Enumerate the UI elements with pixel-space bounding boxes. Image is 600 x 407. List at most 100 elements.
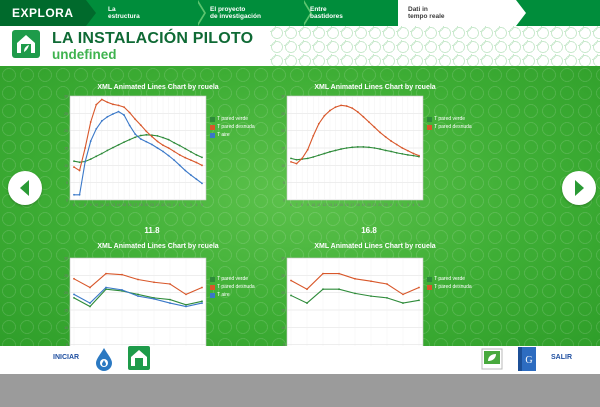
data-point <box>401 152 404 155</box>
legend-swatch <box>210 276 215 282</box>
explora-tab[interactable]: EXPLORA <box>0 0 86 26</box>
data-point <box>169 283 171 285</box>
data-point <box>162 144 164 147</box>
data-point <box>306 302 308 304</box>
data-point <box>105 288 107 291</box>
data-point <box>137 293 139 296</box>
legend-swatch <box>210 124 215 130</box>
data-point <box>306 288 308 291</box>
page-header <box>0 26 600 66</box>
y-tick-label: 5 <box>283 343 285 347</box>
legend-item: T aire <box>210 292 230 298</box>
data-point <box>418 299 420 302</box>
x-tick-label: 4 <box>412 203 414 207</box>
data-point <box>345 147 348 149</box>
nav-step-proyecto[interactable]: El proyecto de investigación <box>210 5 261 21</box>
nav-step-tiempo-real[interactable]: Dati in tempo reale <box>408 5 445 21</box>
data-point <box>373 147 376 149</box>
next-button[interactable] <box>562 171 596 205</box>
data-point <box>368 121 370 123</box>
house-nav-icon[interactable] <box>128 346 150 375</box>
y-tick-label: 20 <box>64 291 68 295</box>
y-tick-label: 5 <box>66 181 68 185</box>
water-drop-icon[interactable] <box>92 346 116 377</box>
data-point <box>370 280 372 283</box>
data-point <box>418 286 420 289</box>
data-point <box>412 154 415 157</box>
y-tick-label: 5 <box>283 181 285 185</box>
chevron-left-icon <box>20 180 29 196</box>
data-point <box>167 154 170 157</box>
data-point <box>329 109 331 112</box>
data-point <box>185 303 187 306</box>
data-point <box>201 164 203 167</box>
data-point <box>73 293 75 296</box>
data-point <box>128 124 131 127</box>
x-tick-label: 9 <box>90 203 92 207</box>
data-point <box>201 182 203 185</box>
y-tick-label: 10 <box>281 164 285 168</box>
data-point <box>184 156 187 159</box>
data-point <box>312 156 315 158</box>
data-point <box>162 150 164 153</box>
book-icon[interactable]: G <box>516 346 538 377</box>
y-tick-label: 20 <box>281 291 285 295</box>
legend-swatch <box>427 276 432 282</box>
start-link[interactable]: INICIAR <box>53 354 80 361</box>
data-point <box>185 293 187 296</box>
data-point <box>167 147 170 149</box>
x-tick-label: 18 <box>356 203 360 207</box>
data-point <box>162 136 164 139</box>
data-point <box>89 158 92 160</box>
data-point <box>362 146 365 148</box>
data-point <box>128 111 131 114</box>
data-point <box>84 160 87 163</box>
legend-item: T pared verde <box>427 116 465 122</box>
data-point <box>105 272 107 275</box>
data-point <box>402 302 404 304</box>
data-point <box>345 105 348 107</box>
legend-swatch <box>210 132 215 138</box>
nav-step-estructura[interactable]: La estructura <box>108 5 140 21</box>
y-tick-label: 15 <box>281 309 285 313</box>
exit-link[interactable]: SALIR <box>551 354 572 361</box>
data-point <box>390 140 393 142</box>
previous-button[interactable] <box>8 171 42 205</box>
data-point <box>406 149 409 152</box>
data-point <box>95 155 98 158</box>
data-point <box>100 152 103 155</box>
x-tick-label: 6 <box>73 203 75 207</box>
data-point <box>112 103 114 106</box>
x-tick-label: 4 <box>195 203 197 207</box>
legend-item: T pared desnuda <box>210 284 255 290</box>
data-point <box>167 138 170 141</box>
svg-text:G: G <box>525 355 532 366</box>
data-point <box>201 286 203 289</box>
house-icon <box>12 30 40 58</box>
data-point <box>290 294 292 297</box>
data-point <box>370 295 372 298</box>
data-point <box>368 146 370 149</box>
series-line <box>74 110 203 196</box>
x-tick-label: 15 <box>122 203 126 207</box>
data-point <box>173 141 176 144</box>
data-point <box>173 159 176 162</box>
nav-step-bastidores[interactable]: Entre bastidores <box>310 5 343 21</box>
data-point <box>301 157 304 160</box>
y-tick-label: 25 <box>64 274 68 278</box>
legend-label: T pared verde <box>434 276 466 282</box>
y-tick-label: 20 <box>64 129 68 133</box>
leaf-card-icon[interactable] <box>480 347 504 376</box>
data-point <box>117 143 120 146</box>
header-decoration-pattern <box>270 26 600 66</box>
data-point <box>73 166 75 168</box>
data-point <box>151 135 153 138</box>
data-point <box>156 140 159 143</box>
data-point <box>178 164 181 167</box>
data-point <box>89 121 92 123</box>
data-point <box>340 148 342 150</box>
data-point <box>195 178 198 181</box>
data-point <box>401 147 404 149</box>
legend-label: T pared verde <box>217 116 249 122</box>
data-point <box>137 295 139 298</box>
